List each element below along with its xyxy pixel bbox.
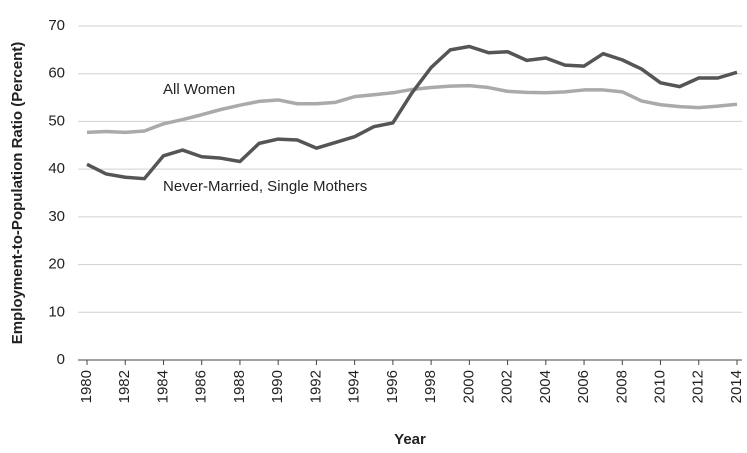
x-tick-label: 1992	[307, 370, 324, 403]
x-tick-label: 2010	[651, 370, 668, 403]
x-tick-label: 2012	[690, 370, 707, 403]
x-tick-label: 2014	[728, 370, 745, 403]
x-tick-label: 1982	[116, 370, 133, 403]
x-tick-label: 2000	[460, 370, 477, 403]
x-tick-label: 1990	[269, 370, 286, 403]
series-line	[86, 44, 738, 181]
y-tick-label: 20	[48, 256, 65, 273]
series-line	[86, 83, 738, 135]
x-tick-label: 2008	[613, 370, 630, 403]
y-tick-label: 0	[57, 351, 65, 368]
series-label: All Women	[163, 81, 235, 98]
x-tick-label: 1984	[154, 370, 171, 403]
y-tick-label: 30	[48, 208, 65, 225]
x-axis-label: Year	[394, 431, 426, 448]
y-tick-label: 10	[48, 303, 65, 320]
y-tick-label: 70	[48, 17, 65, 34]
y-tick-label: 50	[48, 112, 65, 129]
x-tick-label: 1994	[346, 370, 363, 403]
y-axis-label: Employment-to-Population Ratio (Percent)	[9, 42, 26, 345]
x-tick-label: 2002	[499, 370, 516, 403]
x-tick-label: 1980	[78, 370, 95, 403]
x-tick-label: 1986	[193, 370, 210, 403]
x-tick-label: 2004	[537, 370, 554, 403]
y-tick-label: 60	[48, 65, 65, 82]
y-tick-label: 40	[48, 160, 65, 177]
series-label: Never-Married, Single Mothers	[163, 178, 367, 195]
x-tick-label: 1988	[231, 370, 248, 403]
x-tick-label: 1996	[384, 370, 401, 403]
x-tick-label: 2006	[575, 370, 592, 403]
x-tick-label: 1998	[422, 370, 439, 403]
